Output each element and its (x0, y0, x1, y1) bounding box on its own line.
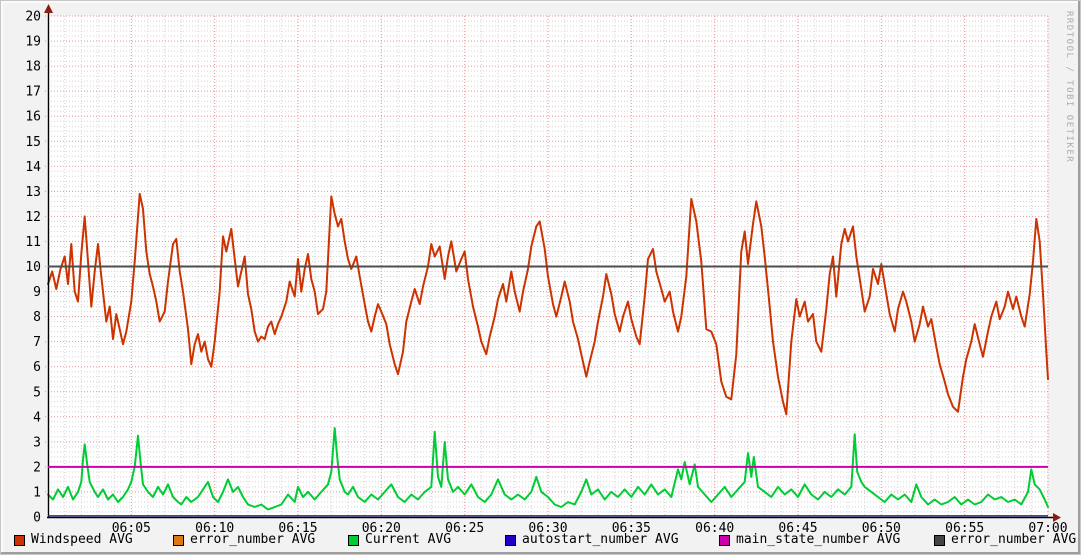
y-tick-label: 7 (33, 335, 41, 350)
x-tick-label: 06:05 (112, 521, 151, 536)
x-tick-label: 06:20 (362, 521, 401, 536)
y-tick-label: 10 (25, 260, 41, 275)
y-tick-label: 6 (33, 360, 41, 375)
y-tick-label: 13 (25, 185, 41, 200)
x-tick-label: 06:45 (778, 521, 817, 536)
y-tick-label: 0 (33, 511, 41, 526)
x-tick-label: 07:00 (1028, 521, 1067, 536)
x-tick-label: 06:55 (945, 521, 984, 536)
y-tick-label: 20 (25, 10, 41, 25)
rrdtool-watermark: RRDTOOL / TOBI OETIKER (1064, 11, 1074, 164)
x-tick-label: 06:50 (862, 521, 901, 536)
x-axis-arrow-icon (1053, 513, 1061, 522)
y-tick-label: 15 (25, 135, 41, 150)
y-tick-label: 3 (33, 435, 41, 450)
x-tick-label: 06:35 (612, 521, 651, 536)
y-tick-label: 8 (33, 310, 41, 325)
x-tick-label: 06:40 (695, 521, 734, 536)
y-tick-label: 14 (25, 160, 41, 175)
y-tick-label: 16 (25, 110, 41, 125)
y-tick-label: 4 (33, 410, 41, 425)
y-tick-label: 19 (25, 35, 41, 50)
x-tick-label: 06:15 (278, 521, 317, 536)
y-tick-label: 1 (33, 485, 41, 500)
x-tick-label: 06:30 (528, 521, 567, 536)
y-tick-label: 18 (25, 60, 41, 75)
series-windspeed-avg (47, 192, 1049, 416)
y-tick-label: 12 (25, 210, 41, 225)
y-tick-label: 9 (33, 285, 41, 300)
series-current-avg (47, 427, 1049, 511)
y-tick-label: 5 (33, 385, 41, 400)
x-tick-label: 06:10 (195, 521, 234, 536)
y-tick-label: 11 (25, 235, 41, 250)
y-tick-label: 2 (33, 460, 41, 475)
x-tick-label: 06:25 (445, 521, 484, 536)
y-axis-arrow-icon (44, 4, 53, 13)
y-tick-label: 17 (25, 85, 41, 100)
